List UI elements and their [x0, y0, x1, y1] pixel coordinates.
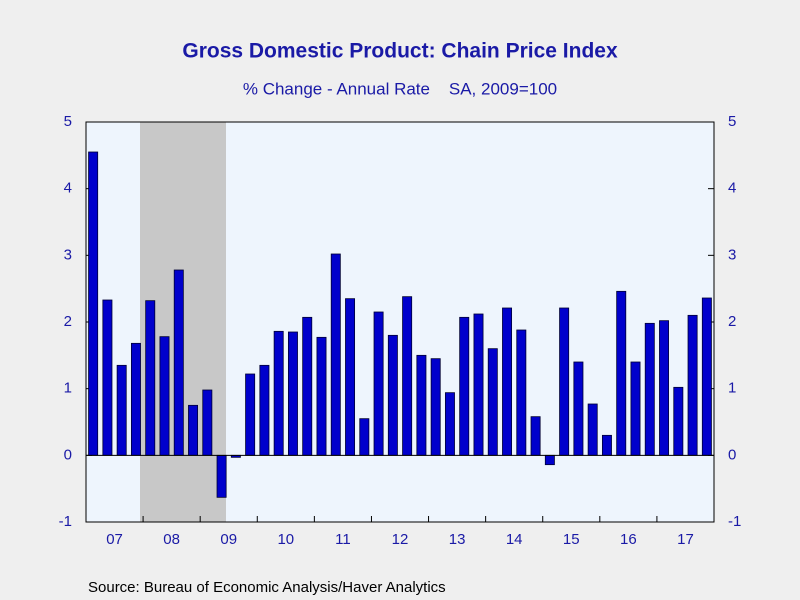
bar: [202, 389, 213, 456]
x-tick-label: 11: [335, 531, 351, 548]
bar: [644, 322, 655, 456]
y2-tick-label: 2: [728, 313, 736, 330]
y-tick-label: 3: [64, 246, 72, 263]
x-tick-label: 14: [506, 531, 523, 548]
bar: [145, 300, 156, 456]
bar: [302, 316, 313, 456]
bar: [473, 313, 484, 456]
bar: [701, 297, 712, 456]
bar: [387, 334, 398, 456]
bar: [216, 454, 227, 498]
x-tick-label: 08: [163, 531, 180, 548]
bar: [687, 314, 698, 456]
bar: [173, 269, 184, 456]
y2-tick-label: -1: [728, 513, 741, 530]
bar: [345, 298, 356, 456]
y-tick-label: 1: [64, 380, 72, 397]
bar: [88, 151, 99, 456]
bar: [287, 331, 298, 456]
x-tick-label: 09: [220, 531, 237, 548]
chart-subtitle: % Change - Annual Rate SA, 2009=100: [243, 79, 557, 98]
bar: [459, 316, 470, 456]
bar: [130, 342, 141, 456]
y-tick-label: 5: [64, 113, 72, 130]
bar: [487, 348, 498, 456]
y2-tick-label: 1: [728, 380, 736, 397]
bar: [116, 364, 127, 456]
x-tick-label: 07: [106, 531, 123, 548]
x-tick-label: 12: [392, 531, 409, 548]
bar: [587, 403, 598, 456]
x-tick-label: 17: [677, 531, 694, 548]
bar: [516, 329, 527, 456]
x-tick-label: 13: [449, 531, 466, 548]
bar: [559, 307, 570, 456]
plot-frame: [85, 121, 715, 523]
x-tick-label: 16: [620, 531, 637, 548]
bar: [102, 299, 113, 456]
bar: [373, 311, 384, 456]
bar: [416, 354, 427, 456]
y-tick-label: -1: [59, 513, 72, 530]
bar: [573, 361, 584, 456]
bar: [601, 434, 612, 456]
bar: [659, 320, 670, 456]
bar: [273, 330, 284, 456]
bar: [616, 290, 627, 456]
y2-tick-label: 0: [728, 446, 736, 463]
bar: [544, 454, 555, 466]
bar: [530, 416, 541, 456]
x-tick-label: 15: [563, 531, 580, 548]
bar: [430, 358, 441, 456]
y2-tick-label: 3: [728, 246, 736, 263]
bar: [359, 418, 370, 456]
bar: [245, 373, 256, 456]
source-note: Source: Bureau of Economic Analysis/Have…: [88, 579, 446, 596]
y-tick-label: 4: [64, 180, 72, 197]
y2-tick-label: 5: [728, 113, 736, 130]
y-tick-label: 2: [64, 313, 72, 330]
bar: [188, 404, 199, 456]
bar: [444, 392, 455, 456]
bar: [502, 307, 513, 456]
bar: [259, 364, 270, 456]
chart-title: Gross Domestic Product: Chain Price Inde…: [182, 40, 618, 63]
y2-tick-label: 4: [728, 180, 736, 197]
bar: [159, 336, 170, 456]
bar: [402, 296, 413, 456]
bar: [630, 361, 641, 456]
bar: [673, 386, 684, 456]
bar: [316, 336, 327, 456]
x-tick-label: 10: [277, 531, 294, 548]
y-tick-label: 0: [64, 446, 72, 463]
bar: [330, 253, 341, 456]
